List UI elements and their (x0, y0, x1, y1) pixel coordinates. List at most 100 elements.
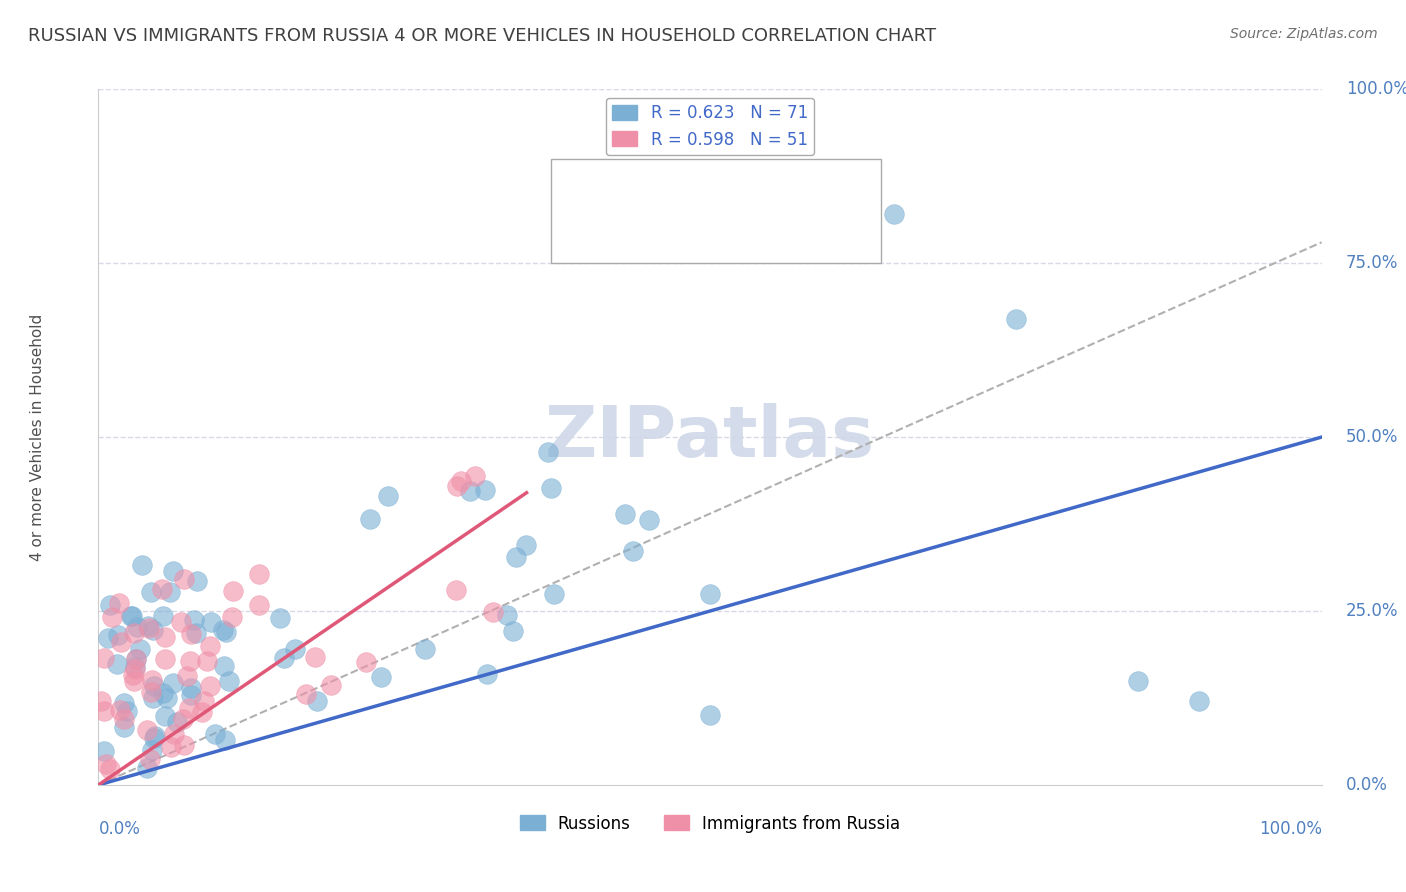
Immigrants from Russia (93, 704, 115, 718)
Text: RUSSIAN VS IMMIGRANTS FROM RUSSIA 4 OR MORE VEHICLES IN HOUSEHOLD CORRELATION CH: RUSSIAN VS IMMIGRANTS FROM RUSSIA 4 OR M… (28, 27, 936, 45)
Russions (162, 675, 184, 690)
Immigrants from Russia (444, 582, 467, 597)
Immigrants from Russia (193, 694, 215, 708)
Russions (180, 681, 202, 695)
Immigrants from Russia (195, 654, 218, 668)
Russions (136, 761, 159, 775)
Immigrants from Russia (122, 673, 145, 688)
Immigrants from Russia (141, 673, 163, 687)
Russions (474, 483, 496, 498)
Russions (543, 587, 565, 601)
Immigrants from Russia (464, 468, 486, 483)
Russions (120, 609, 142, 624)
Immigrants from Russia (160, 740, 183, 755)
Russions (269, 611, 291, 625)
Russions (166, 715, 188, 730)
Russions (307, 693, 329, 707)
Russions (496, 607, 519, 622)
Immigrants from Russia (112, 712, 135, 726)
Immigrants from Russia (172, 712, 194, 726)
Russions (125, 652, 148, 666)
Immigrants from Russia (482, 605, 505, 619)
Immigrants from Russia (93, 650, 115, 665)
Russions (121, 609, 143, 624)
Immigrants from Russia (450, 474, 472, 488)
Text: 100.0%: 100.0% (1258, 820, 1322, 838)
Russions (460, 483, 482, 498)
Russions (377, 489, 399, 503)
Russions (515, 538, 537, 552)
Russions (152, 686, 174, 700)
Russions (370, 670, 392, 684)
Immigrants from Russia (173, 572, 195, 586)
Russions (215, 625, 238, 640)
Russions (1004, 311, 1026, 326)
Russions (1128, 673, 1150, 688)
Russions (284, 641, 307, 656)
Russions (159, 584, 181, 599)
Russions (621, 543, 644, 558)
Russions (883, 207, 905, 221)
Russions (124, 660, 146, 674)
Immigrants from Russia (122, 626, 145, 640)
Russions (1188, 694, 1211, 708)
Russions (115, 704, 138, 718)
Immigrants from Russia (295, 687, 318, 701)
Russions (359, 512, 381, 526)
Text: 25.0%: 25.0% (1346, 602, 1399, 620)
Immigrants from Russia (200, 679, 222, 693)
Immigrants from Russia (98, 762, 121, 776)
Russions (214, 733, 236, 747)
Immigrants from Russia (163, 727, 186, 741)
Russions (143, 729, 166, 743)
Russions (540, 481, 562, 495)
Immigrants from Russia (247, 566, 270, 581)
Immigrants from Russia (150, 582, 173, 596)
Russions (204, 727, 226, 741)
Immigrants from Russia (247, 598, 270, 612)
Russions (105, 657, 128, 671)
Text: 0.0%: 0.0% (1346, 776, 1388, 794)
Immigrants from Russia (90, 694, 112, 708)
Russions (200, 615, 222, 629)
Russions (505, 550, 527, 565)
Russions (537, 444, 560, 458)
Russions (142, 679, 165, 693)
Immigrants from Russia (139, 684, 162, 698)
Immigrants from Russia (180, 627, 202, 641)
Immigrants from Russia (139, 752, 162, 766)
Russions (155, 691, 177, 706)
Text: 75.0%: 75.0% (1346, 254, 1399, 272)
Immigrants from Russia (108, 703, 131, 717)
Immigrants from Russia (124, 662, 146, 676)
Russions (614, 508, 637, 522)
Immigrants from Russia (94, 757, 117, 772)
Immigrants from Russia (221, 609, 243, 624)
Immigrants from Russia (138, 621, 160, 635)
Russions (183, 613, 205, 627)
Text: ZIPatlas: ZIPatlas (546, 402, 875, 472)
Immigrants from Russia (177, 701, 200, 715)
Russions (638, 513, 661, 527)
Text: Source: ZipAtlas.com: Source: ZipAtlas.com (1230, 27, 1378, 41)
Immigrants from Russia (190, 706, 212, 720)
Russions (186, 574, 208, 589)
Russions (273, 650, 295, 665)
Immigrants from Russia (101, 610, 124, 624)
Legend: Russions, Immigrants from Russia: Russions, Immigrants from Russia (513, 808, 907, 839)
Text: 0.0%: 0.0% (98, 820, 141, 838)
Russions (212, 659, 235, 673)
Immigrants from Russia (121, 668, 143, 682)
Immigrants from Russia (155, 630, 177, 644)
Immigrants from Russia (173, 738, 195, 752)
Russions (142, 690, 165, 705)
Text: 50.0%: 50.0% (1346, 428, 1399, 446)
Russions (152, 608, 174, 623)
Russions (100, 598, 122, 612)
Russions (184, 626, 207, 640)
FancyBboxPatch shape (551, 159, 882, 263)
Text: 100.0%: 100.0% (1346, 80, 1406, 98)
Immigrants from Russia (110, 635, 132, 649)
Russions (477, 666, 499, 681)
Immigrants from Russia (125, 652, 148, 666)
